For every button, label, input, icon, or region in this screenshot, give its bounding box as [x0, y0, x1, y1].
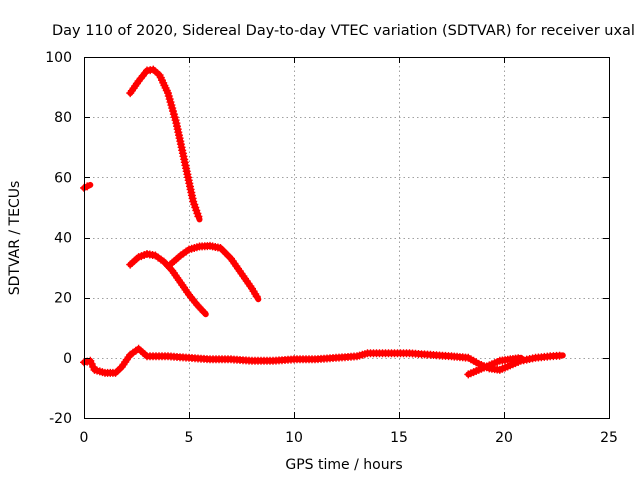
y-tick-label: 0	[63, 351, 72, 367]
data-point	[555, 351, 564, 360]
data-point	[194, 212, 203, 221]
y-tick-label: 100	[45, 50, 72, 66]
x-tick-label: 15	[390, 430, 408, 446]
series-arc-high	[126, 65, 203, 223]
y-tick-label: 80	[54, 110, 72, 126]
y-tick-label: -20	[49, 411, 72, 427]
grid-lines	[84, 57, 609, 418]
series-arc-left-edge	[80, 181, 94, 192]
y-axis-ticks: -20 0 20 40 60 80 100	[45, 50, 609, 427]
y-tick-label: 20	[54, 291, 72, 307]
x-axis-label: GPS time / hours	[285, 457, 402, 473]
x-tick-label: 5	[185, 430, 194, 446]
data-series	[80, 65, 566, 379]
x-tick-label: 25	[600, 430, 618, 446]
chart-title: Day 110 of 2020, Sidereal Day-to-day VTE…	[52, 23, 635, 39]
x-tick-label: 0	[80, 430, 89, 446]
data-point	[514, 354, 523, 363]
x-tick-label: 10	[285, 430, 303, 446]
series-arc-mid-b	[166, 241, 262, 303]
x-axis-ticks: 0 5 10 15 20 25	[80, 57, 618, 446]
data-point	[252, 292, 261, 301]
y-tick-label: 40	[54, 231, 72, 247]
x-tick-label: 20	[495, 430, 513, 446]
y-axis-label: SDTVAR / TECUs	[7, 181, 23, 296]
series-arc-mid-a	[126, 250, 209, 318]
y-tick-label: 60	[54, 170, 72, 186]
series-near-zero	[80, 344, 566, 377]
series-tail-segment	[464, 354, 524, 379]
data-point	[199, 308, 208, 316]
